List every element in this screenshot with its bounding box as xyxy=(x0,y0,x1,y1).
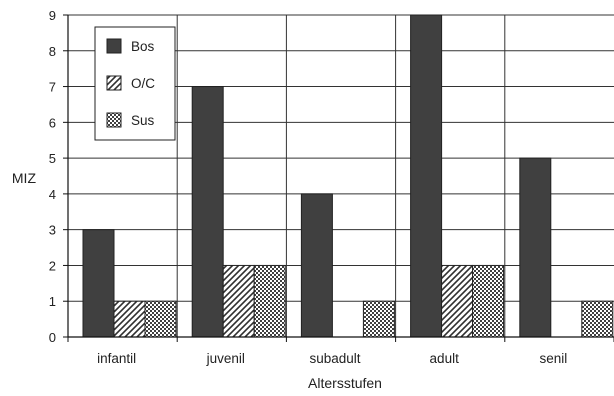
y-tick-label: 2 xyxy=(49,258,56,273)
bar-bos-subadult xyxy=(300,193,333,338)
x-category-label: subadult xyxy=(309,351,360,366)
y-tick-label: 3 xyxy=(49,223,56,238)
bars xyxy=(82,14,614,338)
x-category-label: senil xyxy=(540,351,568,366)
bar-sus-juvenil xyxy=(253,264,286,338)
bar-bos-senil xyxy=(519,157,552,338)
y-tick-labels: 0 1 2 3 4 5 6 7 8 9 xyxy=(49,8,56,345)
bar-sus-infantil xyxy=(144,300,177,338)
y-tick-label: 0 xyxy=(49,330,56,345)
bar-bos-infantil xyxy=(82,229,115,338)
bar-sus-adult xyxy=(472,264,505,338)
x-category-label: adult xyxy=(430,351,460,366)
bar-bos-adult xyxy=(410,14,443,338)
y-tick-label: 6 xyxy=(49,115,56,130)
x-category-label: juvenil xyxy=(206,351,245,366)
x-category-labels: infantil juvenil subadult adult senil xyxy=(97,351,567,366)
bar-o-c-juvenil xyxy=(222,264,255,338)
x-axis-title: Altersstufen xyxy=(308,375,382,391)
y-tick-label: 5 xyxy=(49,151,56,166)
axes xyxy=(63,14,614,342)
y-tick-label: 8 xyxy=(49,44,56,59)
bar-sus-subadult xyxy=(362,300,395,338)
legend-label: Sus xyxy=(131,113,155,128)
bar-sus-senil xyxy=(581,300,614,338)
legend-swatch xyxy=(106,75,122,91)
legend: Bos O/C Sus xyxy=(94,26,176,141)
bar-bos-juvenil xyxy=(191,86,224,338)
y-tick-label: 4 xyxy=(49,187,56,202)
bar-o-c-adult xyxy=(441,264,474,338)
y-tick-label: 9 xyxy=(49,8,56,23)
bar-o-c-infantil xyxy=(113,300,146,338)
x-category-label: infantil xyxy=(97,351,136,366)
y-tick-label: 7 xyxy=(49,80,56,95)
legend-swatch xyxy=(106,38,122,54)
y-axis-title: MIZ xyxy=(12,170,37,186)
legend-label: O/C xyxy=(131,76,155,91)
y-tick-label: 1 xyxy=(49,294,56,309)
legend-label: Bos xyxy=(131,39,155,54)
legend-swatch xyxy=(106,112,122,128)
